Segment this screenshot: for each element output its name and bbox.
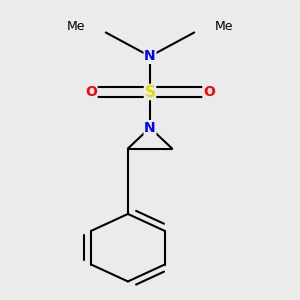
Text: S: S: [145, 85, 155, 100]
Text: O: O: [85, 85, 97, 99]
Text: O: O: [203, 85, 215, 99]
Text: N: N: [144, 121, 156, 135]
Text: N: N: [144, 49, 156, 63]
Text: Me: Me: [214, 20, 233, 33]
Text: Me: Me: [67, 20, 86, 33]
